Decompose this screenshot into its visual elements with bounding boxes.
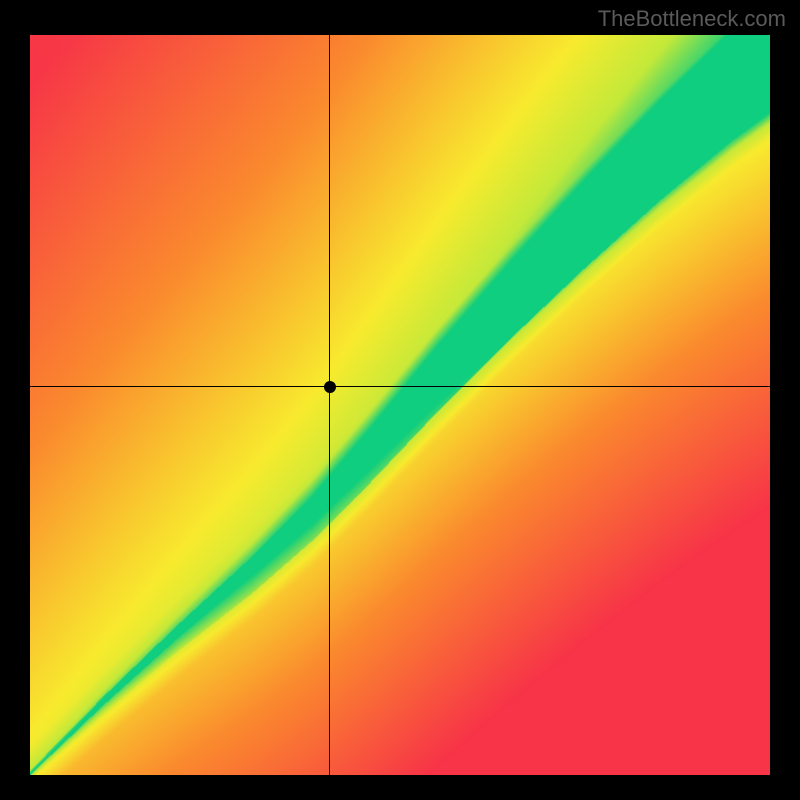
crosshair-horizontal bbox=[30, 386, 770, 387]
frame-right bbox=[770, 0, 800, 800]
frame-left bbox=[0, 0, 30, 800]
frame-bottom bbox=[0, 775, 800, 800]
heatmap-plot bbox=[30, 35, 770, 775]
chart-container: TheBottleneck.com bbox=[0, 0, 800, 800]
crosshair-dot bbox=[324, 381, 336, 393]
heatmap-canvas bbox=[30, 35, 770, 775]
crosshair-vertical bbox=[329, 35, 330, 775]
attribution-text: TheBottleneck.com bbox=[598, 6, 786, 32]
